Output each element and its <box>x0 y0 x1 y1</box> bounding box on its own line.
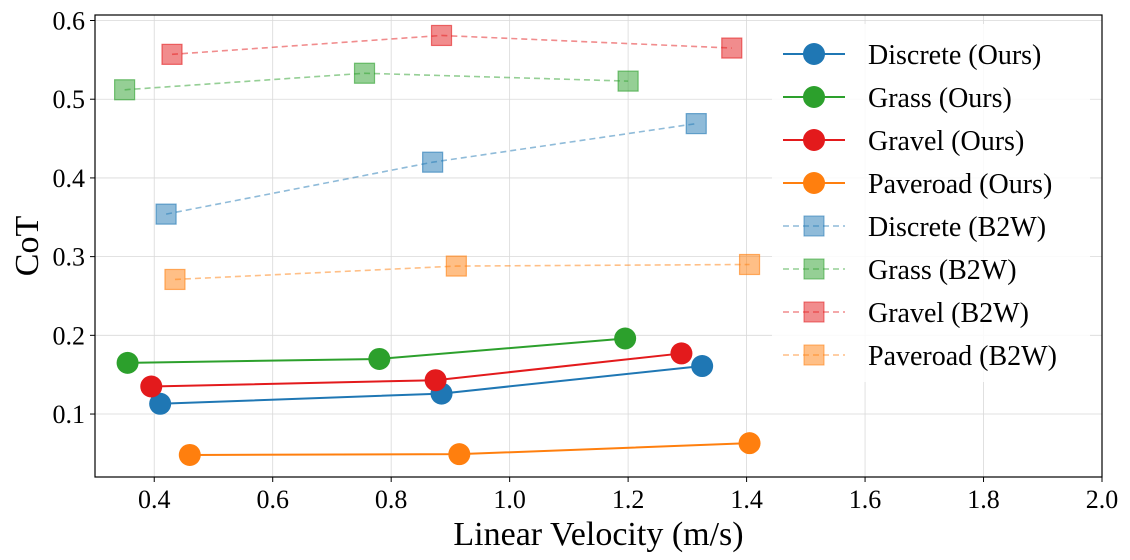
legend-item-discrete-b2w: Discrete (B2W) <box>783 212 1046 243</box>
data-point <box>424 369 447 392</box>
data-point <box>448 443 471 466</box>
series-line <box>124 72 629 91</box>
plot-frame <box>94 14 1103 478</box>
legend-item-grass-b2w: Grass (B2W) <box>783 255 1017 286</box>
data-point <box>422 151 444 173</box>
series-discrete-b2w <box>155 113 707 225</box>
x-tick-label: 0.6 <box>256 485 289 514</box>
legend-label: Discrete (Ours) <box>868 40 1041 71</box>
data-point <box>114 79 136 101</box>
y-tick-label: 0.2 <box>53 321 86 350</box>
legend-marker <box>803 86 825 108</box>
legend-item-grass-ours: Grass (Ours) <box>783 83 1012 114</box>
legend-label: Grass (B2W) <box>868 255 1017 286</box>
data-point <box>368 347 391 370</box>
data-point <box>140 375 163 398</box>
y-tick-label: 0.3 <box>53 243 86 272</box>
legend-label: Paveroad (Ours) <box>868 169 1052 200</box>
legend-item-paveroad-b2w: Paveroad (B2W) <box>783 341 1057 372</box>
data-point <box>178 443 201 466</box>
legend-marker <box>803 344 825 366</box>
x-tick-label: 1.4 <box>730 485 763 514</box>
y-tick-label: 0.6 <box>53 7 86 36</box>
series-gravel-ours <box>140 342 693 398</box>
series-paveroad-b2w <box>164 253 761 291</box>
legend-item-gravel-b2w: Gravel (B2W) <box>783 298 1029 329</box>
legend-item-paveroad-ours: Paveroad (Ours) <box>783 169 1052 200</box>
series-grass-b2w <box>114 62 639 101</box>
legend-label: Grass (Ours) <box>868 83 1012 114</box>
legend-marker <box>803 258 825 280</box>
x-tick-label: 1.2 <box>612 485 645 514</box>
data-point <box>430 24 453 47</box>
y-tick-label: 0.4 <box>53 164 86 193</box>
data-point <box>353 62 376 84</box>
data-point <box>445 255 467 277</box>
legend-marker <box>803 43 825 65</box>
x-tick-label: 1.0 <box>493 485 526 514</box>
legend-marker <box>803 129 825 151</box>
x-tick-label: 2.0 <box>1086 485 1119 514</box>
data-point <box>685 113 707 135</box>
series-paveroad-ours <box>178 432 761 466</box>
data-point <box>614 327 637 350</box>
x-tick-label: 0.4 <box>138 485 171 514</box>
data-point <box>149 392 172 415</box>
x-tick-label: 1.8 <box>967 485 1000 514</box>
x-axis-title: Linear Velocity (m/s) <box>453 516 743 553</box>
axis-ticks: 0.4 0.6 0.8 1.0 1.2 1.4 1.6 1.8 2.0 0.1 0.2 0.3 0.4 0… <box>53 7 1119 514</box>
y-tick-label: 0.1 <box>53 400 86 429</box>
data-point <box>164 268 186 291</box>
plot-series <box>114 24 761 466</box>
legend-marker <box>803 172 825 194</box>
x-tick-label: 1.6 <box>849 485 882 514</box>
series-line <box>151 352 682 388</box>
data-point <box>738 432 761 455</box>
data-point <box>161 43 183 65</box>
legend: Discrete (Ours) Grass (Ours) Gravel (Ours)… <box>772 24 1090 382</box>
y-tick-label: 0.5 <box>53 85 86 114</box>
legend-background <box>772 24 1090 382</box>
legend-item-discrete-ours: Discrete (Ours) <box>783 40 1041 71</box>
data-point <box>691 355 714 378</box>
data-point <box>617 70 639 92</box>
data-point <box>670 342 693 365</box>
series-grass-ours <box>116 327 637 374</box>
legend-marker <box>803 301 825 323</box>
legend-item-gravel-ours: Gravel (Ours) <box>783 126 1024 157</box>
data-point <box>721 37 743 59</box>
data-point <box>116 351 139 374</box>
legend-label: Discrete (B2W) <box>868 212 1046 243</box>
data-point <box>738 253 761 276</box>
y-axis-title: CoT <box>9 216 46 277</box>
legend-label: Gravel (B2W) <box>868 298 1029 329</box>
series-gravel-b2w <box>161 24 743 65</box>
data-point <box>155 203 177 225</box>
legend-label: Gravel (Ours) <box>868 126 1024 157</box>
legend-label: Paveroad (B2W) <box>868 341 1057 372</box>
legend-marker <box>803 215 825 237</box>
x-tick-label: 0.8 <box>375 485 408 514</box>
